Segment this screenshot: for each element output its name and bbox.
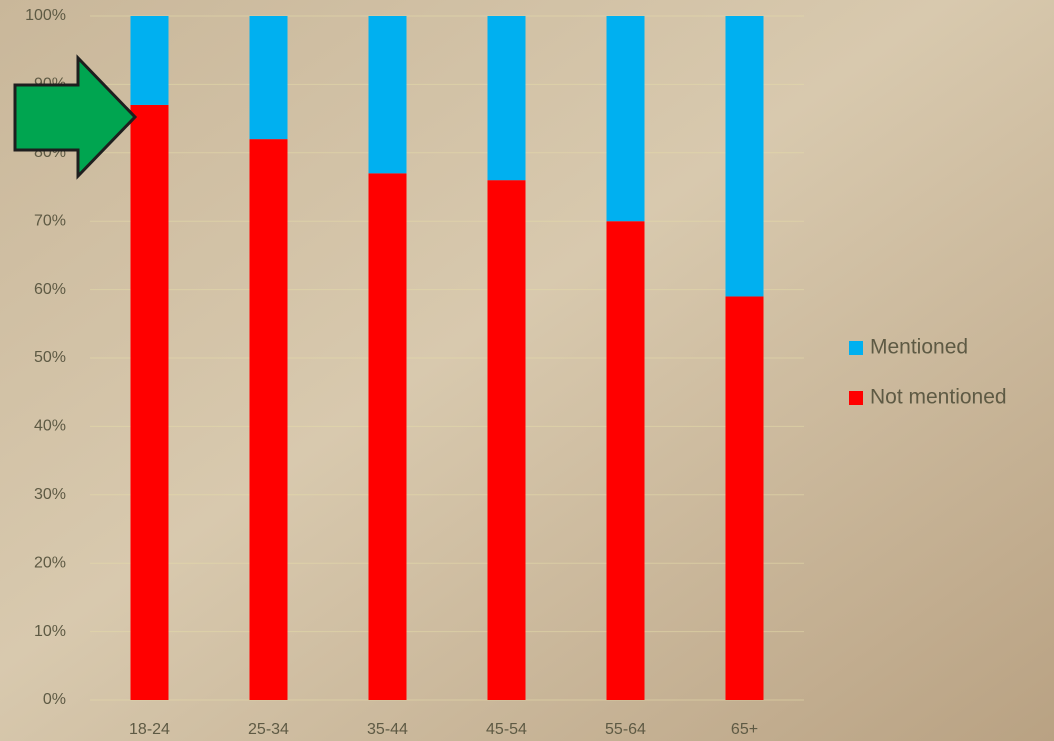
y-tick-label: 20% (34, 554, 66, 571)
x-tick-label: 35-44 (367, 721, 408, 738)
plot: 0%10%20%30%40%50%60%70%80%90%100%18-2425… (25, 7, 1007, 738)
x-tick-label: 25-34 (248, 721, 289, 738)
legend-label: Not mentioned (870, 386, 1007, 409)
x-tick-label: 55-64 (605, 721, 646, 738)
y-tick-label: 50% (34, 349, 66, 366)
y-tick-label: 30% (34, 486, 66, 503)
bar-segment (130, 104, 169, 701)
y-tick-label: 0% (43, 691, 66, 708)
bar-segment (606, 16, 645, 222)
legend-swatch (849, 341, 863, 355)
bar-segment (130, 16, 169, 105)
arrow (13, 54, 138, 180)
bar-segment (249, 139, 288, 700)
bar-segment (487, 16, 526, 181)
bar-segment (725, 296, 764, 700)
x-tick-label: 65+ (731, 721, 758, 738)
y-tick-label: 10% (34, 623, 66, 640)
bar-segment (725, 16, 764, 297)
x-tick-label: 45-54 (486, 721, 527, 738)
bar-segment (368, 173, 407, 700)
y-tick-label: 70% (34, 212, 66, 229)
y-tick-label: 100% (25, 7, 66, 24)
y-tick-label: 60% (34, 281, 66, 298)
bar-segment (249, 16, 288, 140)
legend-label: Mentioned (870, 336, 968, 359)
bar-segment (487, 180, 526, 700)
y-tick-label: 40% (34, 418, 66, 435)
legend-swatch (849, 391, 863, 405)
x-tick-label: 18-24 (129, 721, 170, 738)
bar-segment (606, 221, 645, 700)
bar-segment (368, 16, 407, 174)
